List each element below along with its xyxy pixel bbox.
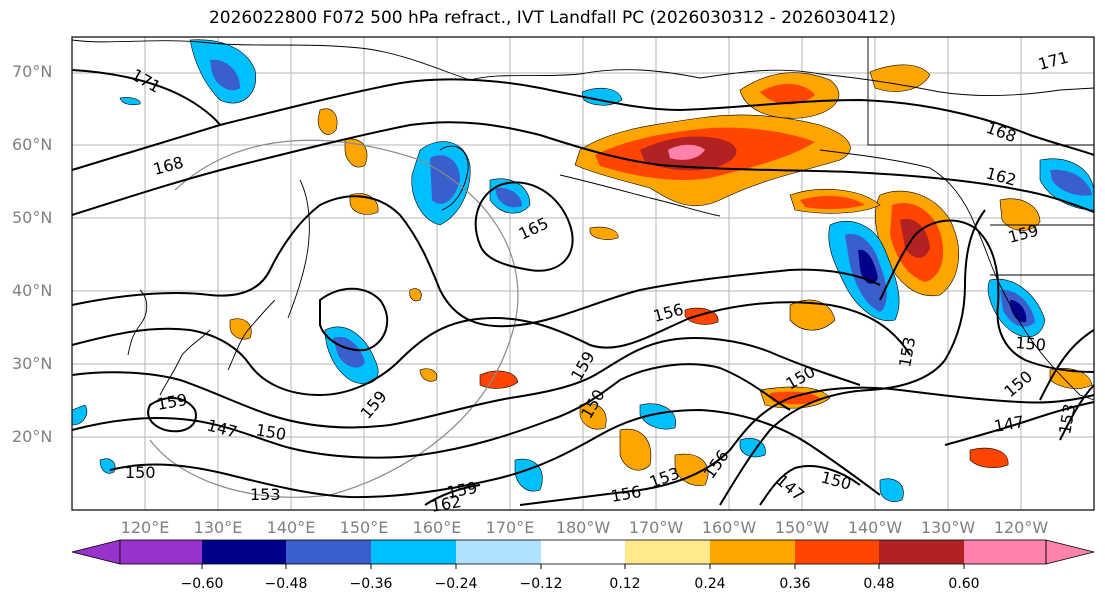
lat-label: 20°N: [12, 427, 53, 446]
lat-label: 30°N: [12, 354, 53, 373]
colorbar-swatch: [541, 540, 625, 564]
lat-label: 70°N: [12, 62, 53, 81]
colorbar-swatch: [710, 540, 795, 564]
lon-label: 140°E: [266, 518, 316, 537]
landfall-region-circle: [149, 139, 519, 498]
colorbar-extend-high: [1045, 539, 1095, 565]
colorbar-swatch: [625, 540, 710, 564]
map-title: 2026022800 F072 500 hPa refract., IVT La…: [208, 8, 896, 28]
contour-label: 162: [429, 492, 462, 516]
lon-label: 170°E: [485, 518, 535, 537]
contour-label: 150: [125, 463, 156, 482]
colorbar-swatch: [795, 540, 879, 564]
lon-label: 140°W: [847, 518, 903, 537]
lon-label: 160°E: [412, 518, 462, 537]
colorbar-tick-label: 0.48: [863, 576, 895, 592]
contour-label: 150: [1015, 333, 1047, 355]
lon-label: 130°W: [920, 518, 976, 537]
lon-label: 150°W: [774, 518, 830, 537]
colorbar-tick-label: 0.60: [948, 576, 980, 592]
lon-label: 150°E: [339, 518, 389, 537]
lat-label: 50°N: [12, 208, 53, 227]
colorbar-tick-label: −0.36: [349, 576, 393, 592]
colorbar-swatch: [879, 540, 964, 564]
lon-label: 170°W: [628, 518, 684, 537]
colorbar-swatch: [456, 540, 541, 564]
colorbar-swatch: [120, 540, 202, 564]
colorbar: [71, 539, 1095, 569]
colorbar-tick-label: 0.12: [609, 576, 641, 592]
colorbar-tick-label: −0.12: [519, 576, 563, 592]
lon-label: 120°W: [993, 518, 1049, 537]
coastlines: [71, 37, 1095, 401]
contour-label: 153: [250, 485, 281, 504]
colorbar-swatch: [371, 540, 456, 564]
plot-frame: [71, 36, 1095, 511]
colorbar-swatch: [964, 540, 1046, 564]
colorbar-tick-label: 0.36: [779, 576, 811, 592]
colorbar-swatch: [286, 540, 371, 564]
lon-label: 160°W: [701, 518, 757, 537]
colorbar-extend-low: [71, 539, 121, 565]
colorbar-tick-label: −0.24: [434, 576, 478, 592]
colorbar-tick-label: −0.48: [264, 576, 308, 592]
lon-label: 120°E: [120, 518, 170, 537]
colorbar-tick-label: −0.60: [180, 576, 224, 592]
lon-label: 130°E: [193, 518, 243, 537]
colorbar-swatch: [202, 540, 286, 564]
refractivity-contours: [71, 69, 1095, 506]
lat-label: 60°N: [12, 135, 53, 154]
lon-label: 180°W: [555, 518, 611, 537]
colorbar-tick-label: 0.24: [694, 576, 726, 592]
lat-label: 40°N: [12, 281, 53, 300]
